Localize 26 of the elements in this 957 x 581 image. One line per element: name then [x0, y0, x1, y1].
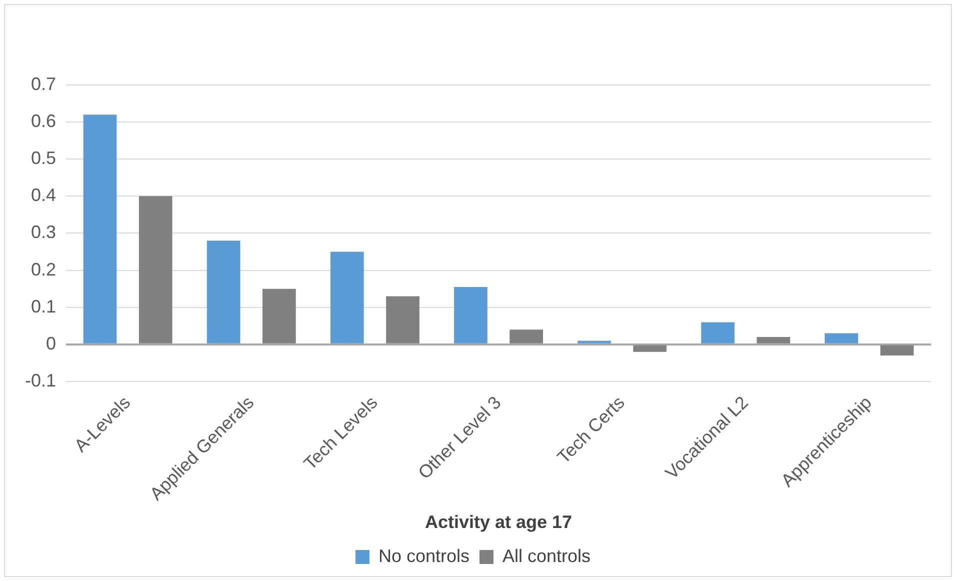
y-tick-label: 0.4 [30, 185, 56, 206]
bar [633, 345, 667, 352]
y-tick-label: 0.7 [30, 74, 56, 94]
bar [756, 337, 790, 344]
bar [83, 114, 117, 344]
bar [880, 345, 914, 356]
y-tick-label: 0.1 [30, 296, 56, 316]
y-tick-label: 0.3 [30, 222, 56, 242]
y-tick-label: 0.6 [30, 111, 56, 132]
bar [262, 288, 296, 344]
y-tick-label: 0 [46, 333, 56, 354]
bar [206, 240, 240, 344]
bar [386, 296, 420, 344]
bar [701, 322, 735, 344]
y-tick-label: 0.5 [30, 148, 56, 168]
bar [510, 330, 543, 344]
bar [824, 333, 858, 344]
bar [454, 286, 488, 344]
bar [330, 252, 364, 344]
bar [578, 340, 611, 344]
legend-label: No controls [378, 546, 470, 566]
x-axis-title: Activity at age 17 [424, 512, 572, 532]
legend-label: All controls [502, 546, 591, 566]
bar [138, 196, 172, 344]
y-tick-label: 0.2 [30, 259, 56, 280]
y-tick-label: -0.1 [24, 370, 56, 390]
